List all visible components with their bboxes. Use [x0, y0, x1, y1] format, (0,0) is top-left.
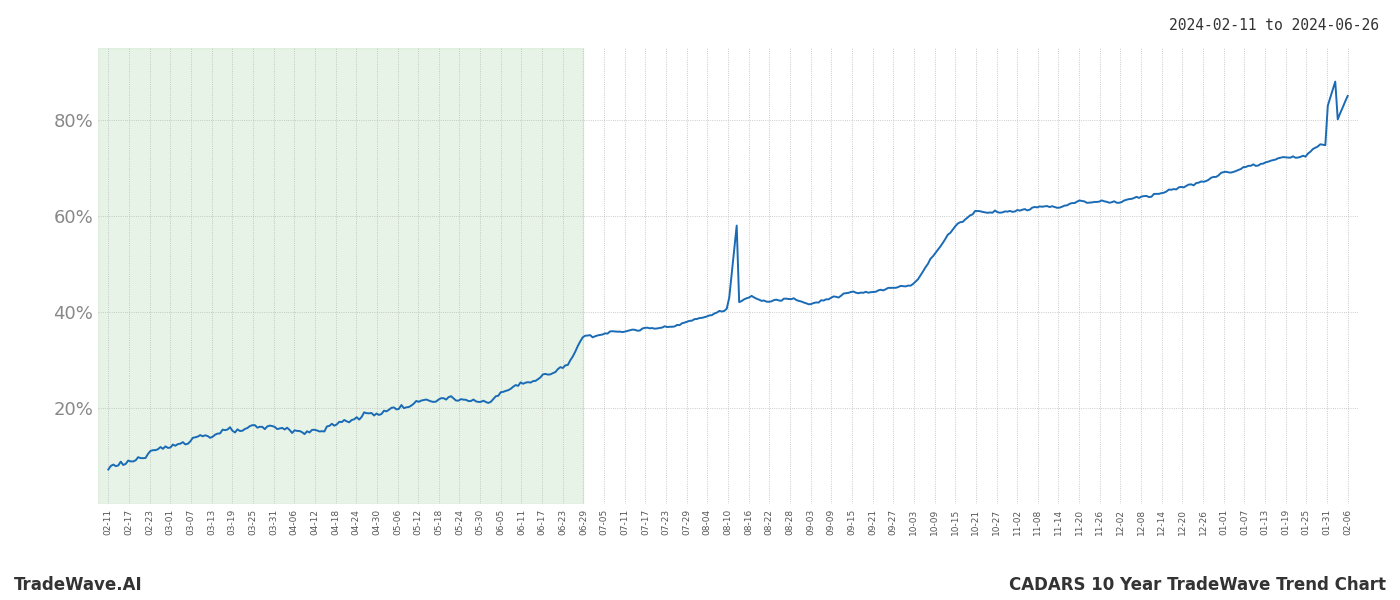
Text: CADARS 10 Year TradeWave Trend Chart: CADARS 10 Year TradeWave Trend Chart [1009, 576, 1386, 594]
Bar [98, 48, 584, 504]
Text: 2024-02-11 to 2024-06-26: 2024-02-11 to 2024-06-26 [1169, 18, 1379, 33]
Text: TradeWave.AI: TradeWave.AI [14, 576, 143, 594]
